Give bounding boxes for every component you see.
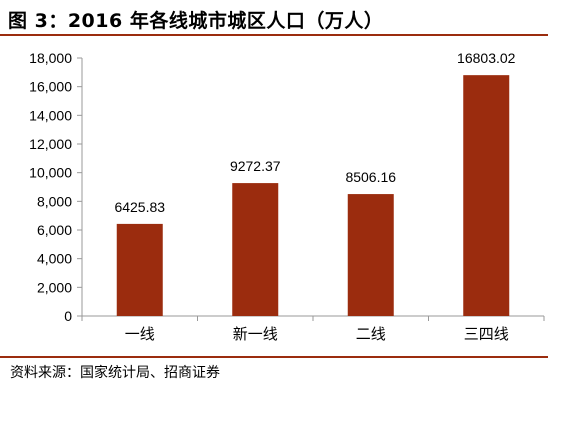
x-tick-label: 一线 — [125, 325, 155, 343]
x-tick-label: 二线 — [356, 325, 386, 343]
y-tick-label: 8,000 — [37, 193, 72, 209]
source-rule — [0, 356, 548, 358]
bar-chart: 0 2,000 4,000 6,000 8,000 10,000 12,000 14,000 1… — [29, 50, 545, 343]
data-label: 6425.83 — [114, 199, 165, 215]
y-tick-label: 6,000 — [37, 222, 72, 238]
y-tick-label: 16,000 — [29, 79, 72, 95]
y-tick-label: 4,000 — [37, 251, 72, 267]
y-tick-label: 0 — [64, 308, 72, 324]
bar — [116, 223, 163, 316]
chart-title: 图 3：2016 年各线城市城区人口（万人） — [8, 10, 384, 32]
data-label: 16803.02 — [457, 50, 516, 66]
y-tick-label: 2,000 — [37, 279, 72, 295]
data-label: 8506.16 — [345, 169, 396, 185]
x-tick-label: 新一线 — [233, 325, 278, 343]
bar — [463, 75, 510, 317]
bar — [232, 183, 279, 316]
y-tick-label: 14,000 — [29, 107, 72, 123]
data-label: 9272.37 — [230, 158, 281, 174]
y-tick-label: 10,000 — [29, 165, 72, 181]
source-note: 资料来源：国家统计局、招商证券 — [10, 365, 220, 381]
title-rule — [0, 34, 548, 36]
y-tick-label: 12,000 — [29, 136, 72, 152]
y-tick-label: 18,000 — [29, 50, 72, 66]
x-tick-label: 三四线 — [464, 325, 509, 343]
bar — [347, 194, 394, 316]
